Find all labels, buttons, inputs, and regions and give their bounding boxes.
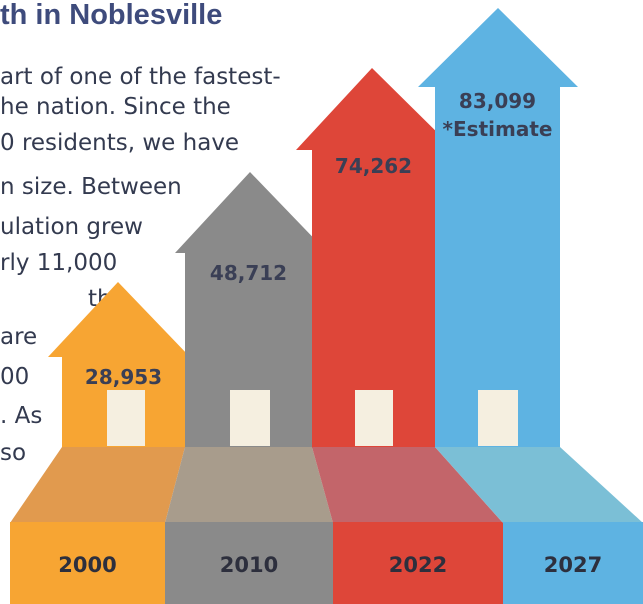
paragraph-line: art of one of the fastest- — [0, 64, 281, 90]
window — [355, 390, 393, 446]
title: th in Noblesville — [0, 0, 222, 31]
value-label: 48,712 — [210, 261, 287, 285]
value-label: 28,953 — [85, 365, 162, 389]
year-bar — [165, 522, 333, 604]
year-label: 2022 — [389, 553, 447, 577]
paragraph-line: so — [0, 440, 26, 466]
window — [478, 390, 518, 446]
road — [435, 447, 643, 523]
house-arrow — [175, 172, 328, 448]
road — [312, 447, 503, 523]
value-label: 74,262 — [335, 154, 412, 178]
year-bar — [10, 522, 165, 604]
house-arrow — [48, 282, 190, 448]
road — [10, 447, 185, 523]
house-arrow — [418, 8, 578, 448]
road — [165, 447, 333, 523]
value-label: 83,099 — [459, 89, 536, 113]
paragraph-line: 00 — [0, 364, 29, 390]
year-bar — [503, 522, 643, 604]
paragraph-line: n size. Between — [0, 174, 182, 200]
paragraph-line: 0 residents, we have — [0, 130, 239, 156]
window — [230, 390, 270, 446]
window — [107, 390, 145, 446]
paragraph-line: he nation. Since the — [0, 94, 231, 120]
paragraph-line: are — [0, 324, 37, 350]
year-label: 2010 — [220, 553, 278, 577]
house-arrow — [296, 68, 455, 448]
paragraph-line: . As — [0, 403, 42, 429]
year-label: 2027 — [544, 553, 602, 577]
note-label: *Estimate — [443, 117, 553, 141]
year-label: 2000 — [58, 553, 116, 577]
year-bar — [333, 522, 503, 604]
paragraph-line: rly 11,000 — [0, 250, 117, 276]
paragraph-line: ulation grew — [0, 214, 143, 240]
